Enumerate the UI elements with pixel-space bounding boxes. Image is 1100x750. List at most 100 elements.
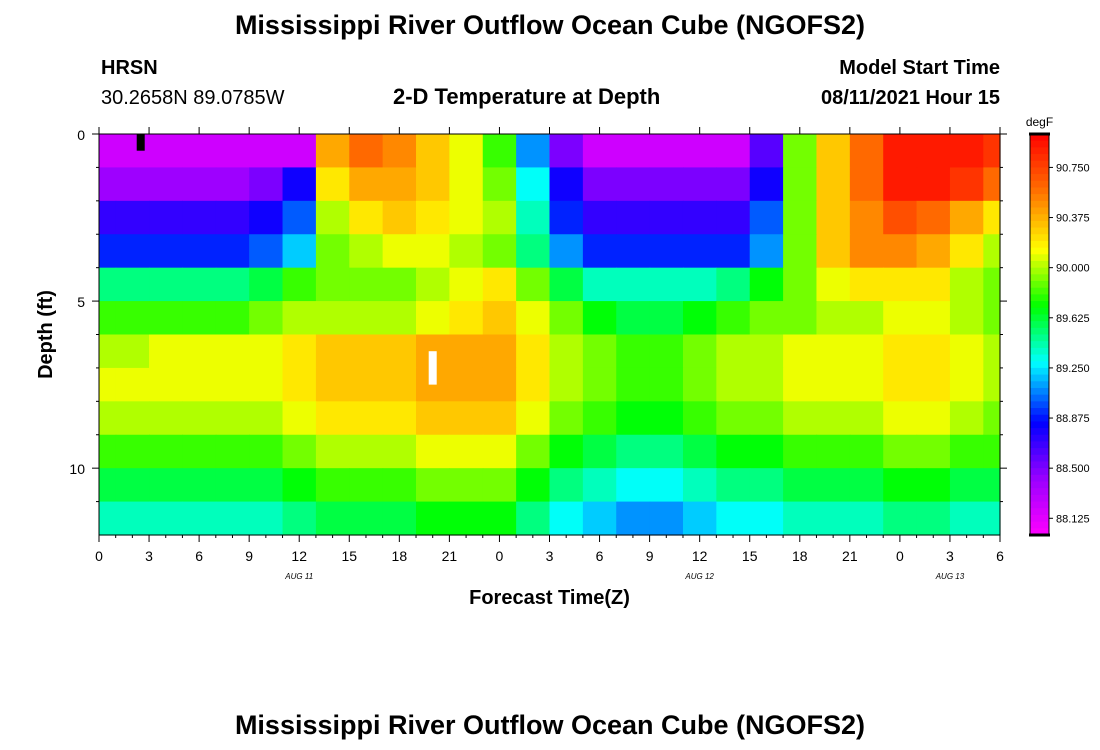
heatmap-cell	[849, 301, 884, 336]
x-date-label: AUG 12	[684, 572, 714, 581]
heatmap-cell	[382, 501, 417, 536]
colorbar-segment	[1030, 254, 1049, 262]
heatmap-cell	[416, 200, 450, 235]
heatmap-cell	[349, 301, 384, 336]
heatmap-cell	[449, 468, 484, 503]
heatmap-cell	[816, 501, 851, 536]
heatmap-cell	[649, 468, 684, 503]
heatmap-cell	[215, 301, 250, 336]
x-tick-label: 6	[996, 548, 1004, 564]
colorbar-segment	[1030, 341, 1049, 349]
heatmap-cell	[582, 200, 617, 235]
heatmap-cell	[516, 401, 551, 436]
heatmap-cell	[783, 167, 818, 202]
heatmap-cell	[182, 301, 217, 336]
colorbar-segment	[1030, 508, 1049, 516]
heatmap-cell	[482, 134, 517, 169]
heatmap-cell	[99, 167, 117, 202]
heatmap-cell	[883, 501, 918, 536]
heatmap-cell	[249, 401, 284, 436]
heatmap-cell	[282, 401, 317, 436]
x-tick-label: 15	[341, 548, 357, 564]
heatmap-cell	[416, 501, 450, 536]
colorbar-segment	[1030, 374, 1049, 382]
heatmap-cell	[315, 401, 350, 436]
heatmap-cell	[382, 468, 417, 503]
colorbar-segment	[1030, 521, 1049, 529]
heatmap-cell	[315, 267, 350, 302]
heatmap-cell	[549, 434, 584, 469]
heatmap-cell	[616, 468, 651, 503]
heatmap-cell	[482, 167, 517, 202]
heatmap-cell	[549, 501, 584, 536]
heatmap-cell	[516, 434, 551, 469]
heatmap-cell	[249, 468, 284, 503]
colorbar-segment	[1030, 187, 1049, 195]
heatmap-cell	[149, 334, 184, 369]
figure-title-bottom: Mississippi River Outflow Ocean Cube (NG…	[234, 710, 866, 740]
x-tick-label: 12	[291, 548, 307, 564]
colorbar-segment	[1030, 501, 1049, 509]
colorbar-tick-label: 88.500	[1056, 463, 1090, 475]
station-coordinates: 30.2658N 89.0785W	[101, 87, 285, 109]
x-tick-label: 0	[95, 548, 103, 564]
colorbar-segment	[1030, 481, 1049, 489]
heatmap-cell	[616, 401, 651, 436]
heatmap-cell	[249, 334, 284, 369]
heatmap-cell	[349, 267, 384, 302]
colorbar-segment	[1030, 414, 1049, 422]
heatmap-cell	[149, 367, 184, 402]
heatmap-cell	[549, 200, 584, 235]
heatmap-cell	[849, 401, 884, 436]
heatmap-cell	[949, 134, 984, 169]
heatmap-cell	[115, 334, 150, 369]
heatmap-cell	[716, 401, 751, 436]
heatmap-cell	[282, 468, 317, 503]
heatmap-cell	[749, 468, 784, 503]
heatmap-cell	[682, 134, 717, 169]
heatmap-cell	[916, 234, 951, 269]
heatmap-cell	[315, 468, 350, 503]
heatmap-cell	[616, 134, 651, 169]
heatmap-cell	[716, 200, 751, 235]
heatmap-cell	[749, 167, 784, 202]
heatmap-cell	[282, 434, 317, 469]
heatmap-cell	[349, 401, 384, 436]
heatmap-cell	[783, 501, 818, 536]
heatmap-cell	[416, 134, 450, 169]
heatmap-cell	[749, 434, 784, 469]
station-name: HRSN	[101, 57, 158, 79]
heatmap-cell	[99, 267, 117, 302]
heatmap-cell	[983, 468, 1001, 503]
heatmap-cell	[482, 334, 517, 369]
colorbar-segment	[1030, 468, 1049, 476]
heatmap-cell	[482, 468, 517, 503]
heatmap-cell	[616, 434, 651, 469]
heatmap-cell	[215, 267, 250, 302]
x-tick-label: 3	[946, 548, 954, 564]
heatmap-cell	[783, 334, 818, 369]
y-tick-label: 10	[69, 461, 85, 477]
x-tick-label: 3	[145, 548, 153, 564]
heatmap-cell	[149, 401, 184, 436]
heatmap-cell	[449, 401, 484, 436]
heatmap-cell	[282, 301, 317, 336]
heatmap-cell	[215, 167, 250, 202]
heatmap-cell	[182, 367, 217, 402]
heatmap-cell	[482, 367, 517, 402]
heatmap-cell	[382, 434, 417, 469]
heatmap-cell	[282, 501, 317, 536]
heatmap-cell	[983, 334, 1001, 369]
heatmap-cell	[649, 501, 684, 536]
x-tick-label: 21	[442, 548, 458, 564]
x-date-label: AUG 13	[935, 572, 965, 581]
model-start-label: Model Start Time	[839, 57, 1000, 79]
heatmap-cell	[816, 301, 851, 336]
heatmap-cell	[916, 267, 951, 302]
heatmap-cell	[883, 367, 918, 402]
colorbar-segment	[1030, 214, 1049, 222]
heatmap-cell	[549, 468, 584, 503]
heatmap-cell	[916, 134, 951, 169]
heatmap-cell	[249, 167, 284, 202]
heatmap-cell	[99, 234, 117, 269]
